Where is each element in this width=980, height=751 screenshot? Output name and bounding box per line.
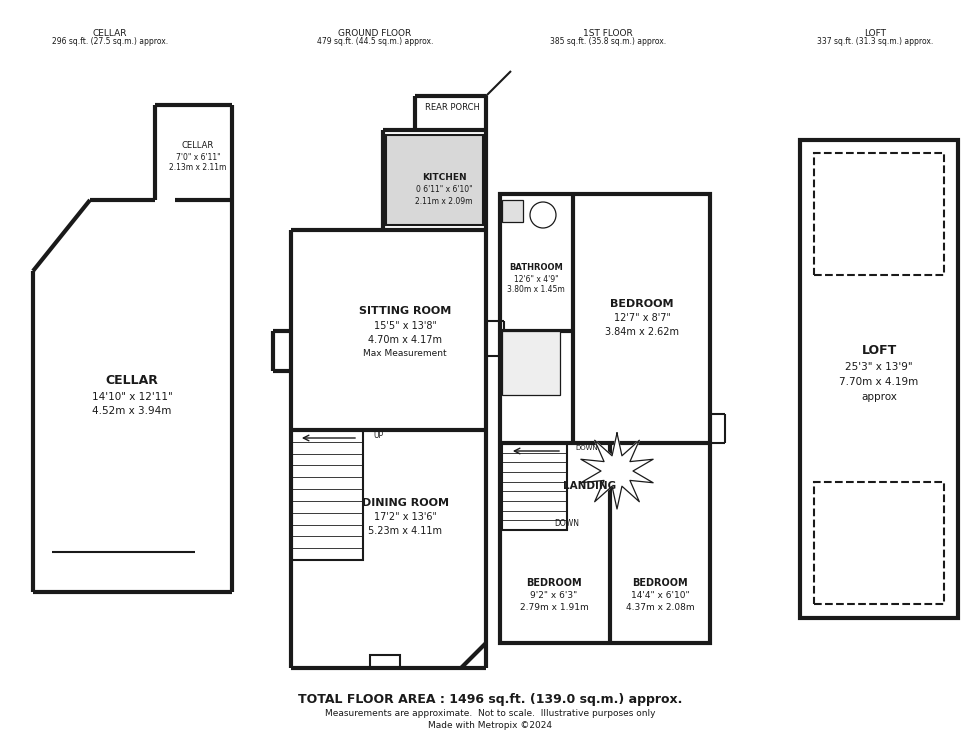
Text: 4.70m x 4.17m: 4.70m x 4.17m bbox=[368, 335, 442, 345]
Text: 7.70m x 4.19m: 7.70m x 4.19m bbox=[840, 377, 918, 387]
Text: BEDROOM: BEDROOM bbox=[611, 299, 674, 309]
Text: 2.79m x 1.91m: 2.79m x 1.91m bbox=[519, 602, 588, 611]
Text: DINING ROOM: DINING ROOM bbox=[362, 498, 449, 508]
Bar bbox=[386, 135, 483, 225]
Text: CELLAR: CELLAR bbox=[106, 375, 159, 388]
Text: 2.11m x 2.09m: 2.11m x 2.09m bbox=[416, 197, 472, 206]
Text: 4.37m x 2.08m: 4.37m x 2.08m bbox=[625, 602, 694, 611]
Bar bbox=[814, 153, 944, 275]
Text: DOWN: DOWN bbox=[575, 445, 598, 451]
Text: 1ST FLOOR: 1ST FLOOR bbox=[583, 29, 633, 38]
Bar bbox=[814, 482, 944, 604]
Text: Made with Metropix ©2024: Made with Metropix ©2024 bbox=[428, 720, 552, 729]
Bar bbox=[800, 140, 958, 618]
Bar bbox=[502, 200, 523, 222]
Text: approx: approx bbox=[861, 392, 897, 402]
Text: 5.23m x 4.11m: 5.23m x 4.11m bbox=[368, 526, 442, 536]
Bar bbox=[500, 194, 710, 643]
Text: CELLAR: CELLAR bbox=[182, 141, 214, 150]
Text: 25'3" x 13'9": 25'3" x 13'9" bbox=[845, 362, 912, 372]
Text: 385 sq.ft. (35.8 sq.m.) approx.: 385 sq.ft. (35.8 sq.m.) approx. bbox=[550, 38, 666, 47]
Text: 3.84m x 2.62m: 3.84m x 2.62m bbox=[605, 327, 679, 337]
Bar bbox=[502, 331, 560, 395]
Text: DOWN: DOWN bbox=[555, 518, 579, 527]
Text: 7'0" x 6'11": 7'0" x 6'11" bbox=[175, 152, 220, 161]
Text: 12'6" x 4'9": 12'6" x 4'9" bbox=[514, 275, 559, 283]
Text: BEDROOM: BEDROOM bbox=[526, 578, 582, 588]
Text: 337 sq.ft. (31.3 sq.m.) approx.: 337 sq.ft. (31.3 sq.m.) approx. bbox=[817, 38, 933, 47]
Bar bbox=[291, 430, 363, 560]
Text: 15'5" x 13'8": 15'5" x 13'8" bbox=[373, 321, 436, 331]
Text: UP: UP bbox=[373, 430, 383, 439]
Text: LANDING: LANDING bbox=[564, 481, 616, 491]
Text: BATHROOM: BATHROOM bbox=[510, 264, 563, 273]
Text: BEDROOM: BEDROOM bbox=[632, 578, 688, 588]
Text: SITTING ROOM: SITTING ROOM bbox=[359, 306, 451, 316]
Text: 9'2" x 6'3": 9'2" x 6'3" bbox=[530, 590, 577, 599]
Bar bbox=[502, 443, 567, 530]
Text: CELLAR: CELLAR bbox=[93, 29, 127, 38]
Text: GROUND FLOOR: GROUND FLOOR bbox=[338, 29, 412, 38]
Bar bbox=[370, 655, 400, 668]
Text: 0 6'11" x 6'10": 0 6'11" x 6'10" bbox=[416, 185, 472, 195]
Text: 4.52m x 3.94m: 4.52m x 3.94m bbox=[92, 406, 172, 416]
Text: KITCHEN: KITCHEN bbox=[421, 173, 466, 182]
Text: 3.80m x 1.45m: 3.80m x 1.45m bbox=[507, 285, 564, 294]
Text: 479 sq.ft. (44.5 sq.m.) approx.: 479 sq.ft. (44.5 sq.m.) approx. bbox=[317, 38, 433, 47]
Text: Measurements are approximate.  Not to scale.  Illustrative purposes only: Measurements are approximate. Not to sca… bbox=[324, 708, 656, 717]
Text: TOTAL FLOOR AREA : 1496 sq.ft. (139.0 sq.m.) approx.: TOTAL FLOOR AREA : 1496 sq.ft. (139.0 sq… bbox=[298, 692, 682, 705]
Text: LOFT: LOFT bbox=[861, 345, 897, 357]
Text: Max Measurement: Max Measurement bbox=[364, 349, 447, 358]
Text: 14'4" x 6'10": 14'4" x 6'10" bbox=[631, 590, 689, 599]
Text: 296 sq.ft. (27.5 sq.m.) approx.: 296 sq.ft. (27.5 sq.m.) approx. bbox=[52, 38, 168, 47]
Text: 14'10" x 12'11": 14'10" x 12'11" bbox=[91, 392, 172, 402]
Text: 17'2" x 13'6": 17'2" x 13'6" bbox=[373, 512, 436, 522]
Text: 2.13m x 2.11m: 2.13m x 2.11m bbox=[170, 162, 226, 171]
Text: LOFT: LOFT bbox=[864, 29, 886, 38]
Text: REAR PORCH: REAR PORCH bbox=[424, 104, 479, 113]
Text: 12'7" x 8'7": 12'7" x 8'7" bbox=[613, 313, 670, 323]
Polygon shape bbox=[581, 433, 653, 509]
